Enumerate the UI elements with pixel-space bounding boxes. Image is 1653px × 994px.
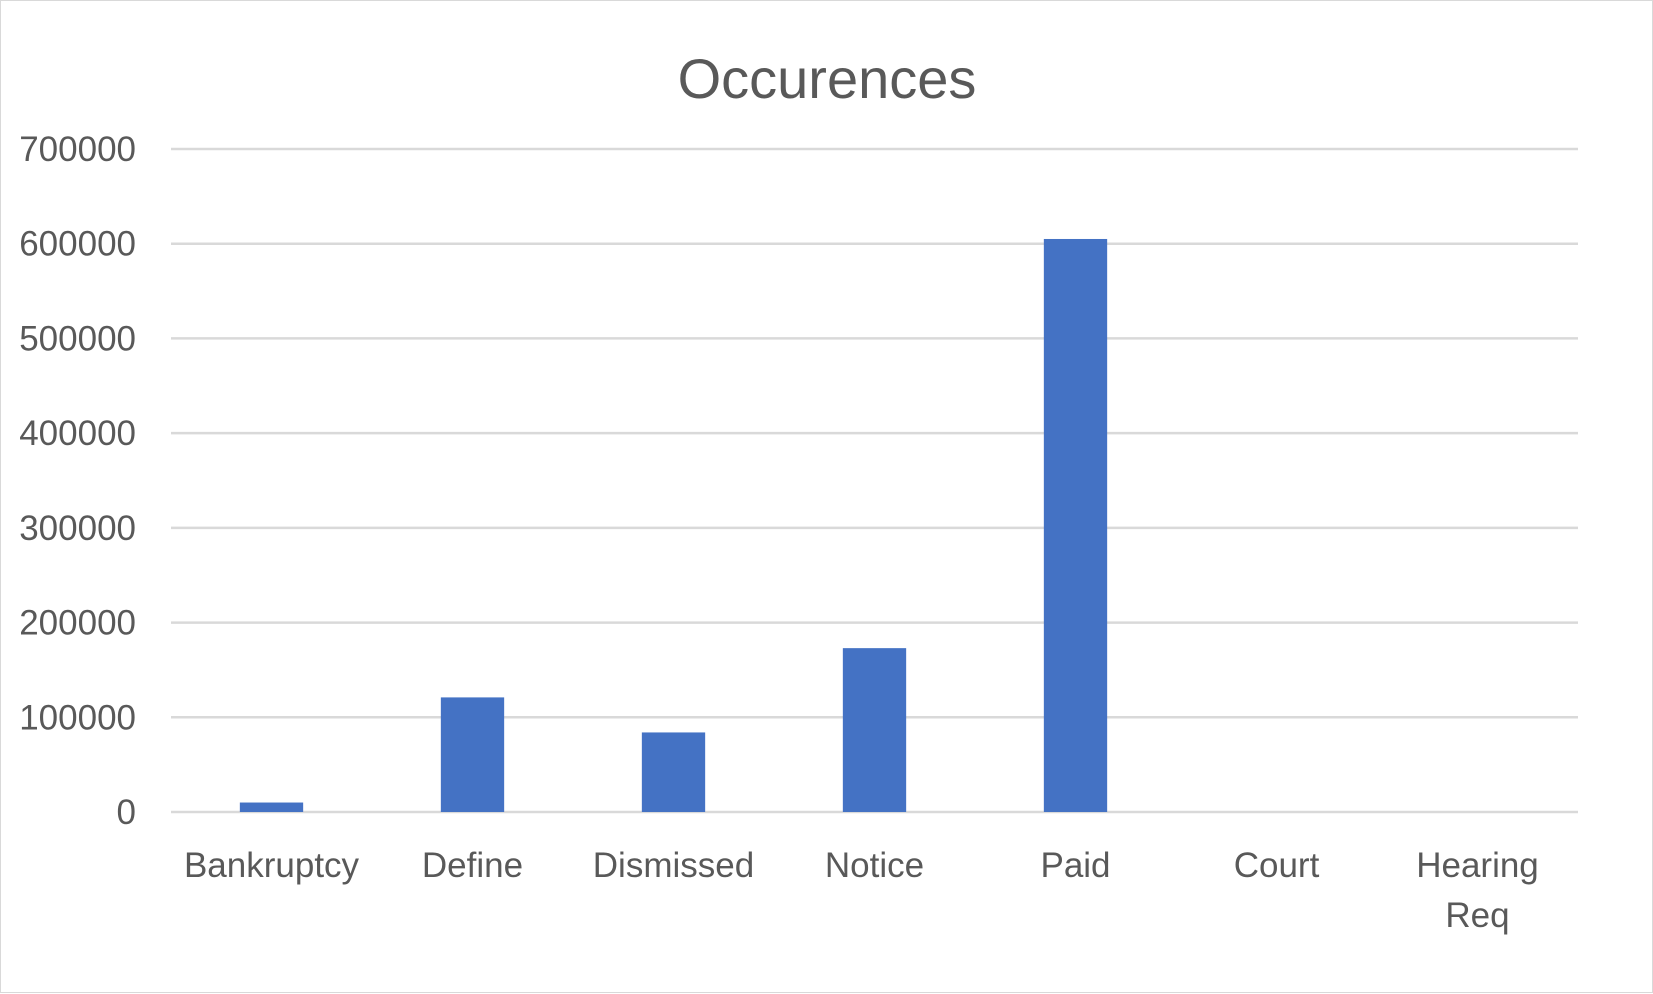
y-tick-label: 400000 xyxy=(19,414,136,453)
bars xyxy=(239,238,1108,812)
y-tick-label: 600000 xyxy=(19,225,136,264)
y-axis-ticks: 0 100000 200000 300000 400000 500000 600000 700… xyxy=(19,130,136,832)
y-tick-label: 200000 xyxy=(19,604,136,643)
bar-paid xyxy=(1043,238,1108,812)
x-category-label: Hearing Req xyxy=(1416,846,1539,935)
y-tick-label: 300000 xyxy=(19,509,136,548)
x-category-label: Court xyxy=(1234,846,1320,885)
y-tick-label: 700000 xyxy=(19,130,136,169)
y-tick-label: 100000 xyxy=(19,698,136,737)
bar-dismissed xyxy=(641,732,706,812)
x-category-label: Bankruptcy xyxy=(184,846,360,885)
x-category-label: Paid xyxy=(1040,846,1110,885)
x-category-label: Define xyxy=(422,846,523,885)
bar-define xyxy=(440,697,505,812)
x-axis-categories: Bankruptcy Define Dismissed Notice Paid Court… xyxy=(184,846,1539,935)
chart-title: Occurences xyxy=(678,47,977,110)
x-category-label: Dismissed xyxy=(593,846,754,885)
gridlines xyxy=(171,147,1578,814)
bar-notice xyxy=(842,648,907,812)
x-category-label: Notice xyxy=(825,846,924,885)
y-tick-label: 500000 xyxy=(19,319,136,358)
bar-bankruptcy xyxy=(239,802,304,812)
y-tick-label: 0 xyxy=(117,793,136,832)
